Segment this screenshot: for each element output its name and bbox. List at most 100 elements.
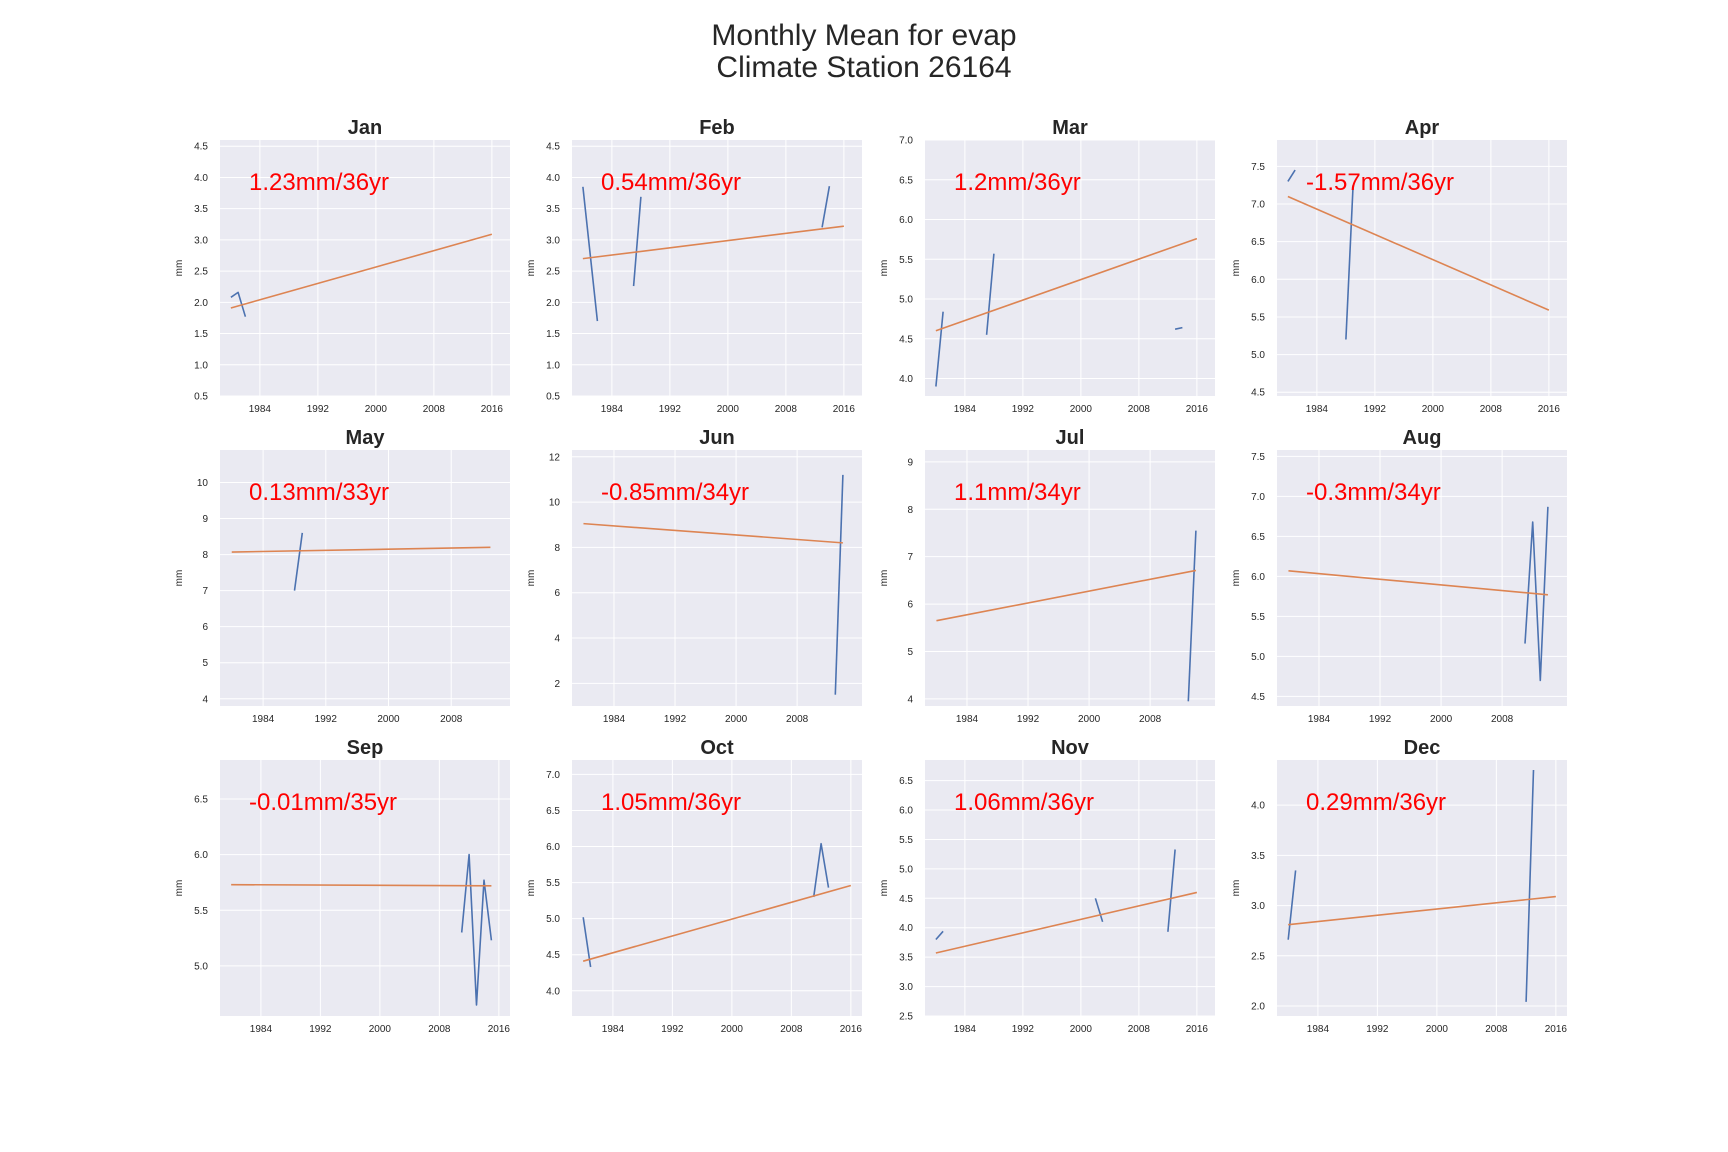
data-line-segment bbox=[821, 186, 831, 228]
x-tick-label: 2016 bbox=[1545, 1024, 1568, 1035]
subplot-title: Nov bbox=[1051, 737, 1090, 759]
y-tick-label: 4 bbox=[202, 694, 208, 705]
y-tick-label: 7 bbox=[202, 586, 208, 597]
y-tick-label: 4 bbox=[554, 634, 560, 645]
data-line-segment bbox=[582, 186, 599, 322]
x-tick-label: 2000 bbox=[1426, 1024, 1449, 1035]
data-line-segment bbox=[935, 930, 944, 941]
subplot-title: Jun bbox=[699, 427, 735, 449]
data-line-segment bbox=[1287, 870, 1297, 940]
x-tick-label: 2000 bbox=[377, 714, 400, 725]
x-tick-label: 2008 bbox=[1480, 404, 1503, 415]
subplot-oct: 1984 1992 2000 2008 2016 4.0 4.5 5.0 5.5 6.0 6.5 7.… bbox=[526, 737, 862, 1035]
subplot-apr: 1984 1992 2000 2008 2016 4.5 5.0 5.5 6.0 6.5 7.0 7.… bbox=[1231, 117, 1567, 415]
subplot-may: 1984 1992 2000 2008 4 5 6 7 8 9 10 mm May 0.13mm/33yr bbox=[174, 427, 510, 725]
subplot-jan: 1984 1992 2000 2008 2016 0.5 1.0 1.5 2.0 2.5 3.0 3.… bbox=[174, 117, 510, 415]
x-tick-label: 2000 bbox=[1070, 404, 1093, 415]
x-tick-label: 1992 bbox=[1366, 1024, 1389, 1035]
y-tick-label: 3.5 bbox=[899, 953, 913, 964]
y-axis-label: mm bbox=[879, 880, 890, 897]
y-tick-label: 10 bbox=[197, 478, 209, 489]
x-tick-label: 2016 bbox=[1186, 1024, 1209, 1035]
y-tick-label: 5.5 bbox=[1251, 612, 1265, 623]
subplot-title: May bbox=[346, 427, 386, 449]
y-tick-label: 10 bbox=[549, 498, 561, 509]
data-line-segment bbox=[1345, 185, 1354, 340]
plot-area bbox=[1277, 760, 1567, 1016]
subplot-jul: 1984 1992 2000 2008 4 5 6 7 8 9 mm Jul 1.1mm/34yr bbox=[879, 427, 1215, 725]
x-tick-label: 2000 bbox=[721, 1024, 744, 1035]
data-line-segment bbox=[293, 532, 304, 591]
y-axis-label: mm bbox=[174, 260, 185, 277]
subplot-title: Mar bbox=[1052, 117, 1088, 139]
data-line-segment bbox=[935, 311, 944, 387]
subplot-title: Aug bbox=[1403, 427, 1442, 449]
trend-annotation: 0.54mm/36yr bbox=[601, 169, 741, 196]
y-tick-label: 5.5 bbox=[194, 906, 208, 917]
plot-area bbox=[220, 450, 510, 706]
y-tick-label: 2.5 bbox=[546, 267, 560, 278]
y-tick-label: 6 bbox=[907, 600, 913, 611]
trend-line bbox=[1288, 570, 1548, 596]
data-line-segment bbox=[1524, 506, 1549, 682]
trend-line bbox=[231, 546, 491, 553]
y-tick-label: 3.5 bbox=[194, 204, 208, 215]
data-line-segment bbox=[230, 291, 247, 317]
y-tick-label: 7.0 bbox=[1251, 492, 1265, 503]
y-tick-label: 2.5 bbox=[1251, 951, 1265, 962]
y-tick-label: 8 bbox=[907, 505, 913, 516]
y-tick-label: 6.5 bbox=[899, 776, 913, 787]
x-tick-label: 2000 bbox=[1070, 1024, 1093, 1035]
y-tick-label: 6.0 bbox=[899, 215, 913, 226]
x-tick-label: 1984 bbox=[250, 1024, 273, 1035]
x-tick-label: 1992 bbox=[1369, 714, 1392, 725]
trend-line bbox=[935, 237, 1198, 332]
x-tick-label: 1984 bbox=[252, 714, 275, 725]
y-tick-label: 5.5 bbox=[546, 878, 560, 889]
y-tick-label: 4.5 bbox=[546, 950, 560, 961]
y-tick-label: 4.0 bbox=[546, 986, 560, 997]
y-tick-label: 6.0 bbox=[1251, 572, 1265, 583]
x-tick-label: 2008 bbox=[786, 714, 809, 725]
y-tick-label: 4.5 bbox=[1251, 692, 1265, 703]
x-tick-label: 1992 bbox=[309, 1024, 332, 1035]
plot-area bbox=[572, 760, 862, 1016]
y-tick-label: 4.0 bbox=[899, 923, 913, 934]
y-tick-label: 7 bbox=[907, 552, 913, 563]
y-axis-label: mm bbox=[526, 260, 537, 277]
y-tick-label: 2.0 bbox=[194, 298, 208, 309]
x-tick-label: 1984 bbox=[1306, 404, 1329, 415]
y-tick-label: 6.0 bbox=[546, 842, 560, 853]
trend-line bbox=[936, 569, 1197, 622]
y-axis-label: mm bbox=[1231, 260, 1242, 277]
x-tick-label: 2016 bbox=[833, 404, 856, 415]
trend-annotation: 1.06mm/36yr bbox=[954, 789, 1094, 816]
y-tick-label: 4.5 bbox=[1251, 388, 1265, 399]
y-axis-label: mm bbox=[174, 880, 185, 897]
y-tick-label: 3.0 bbox=[194, 235, 208, 246]
plot-area bbox=[220, 760, 510, 1016]
y-tick-label: 6 bbox=[554, 588, 560, 599]
trend-line bbox=[583, 522, 843, 544]
trend-line bbox=[1287, 195, 1550, 311]
y-tick-label: 4.5 bbox=[546, 142, 560, 153]
x-tick-label: 2008 bbox=[440, 714, 463, 725]
trend-annotation: -0.01mm/35yr bbox=[249, 789, 397, 816]
x-tick-label: 2008 bbox=[428, 1024, 451, 1035]
y-tick-label: 4.0 bbox=[194, 173, 208, 184]
x-tick-label: 1984 bbox=[1307, 1024, 1330, 1035]
x-tick-label: 1992 bbox=[315, 714, 338, 725]
y-tick-label: 5 bbox=[202, 658, 208, 669]
data-line-segment bbox=[1174, 326, 1183, 330]
y-tick-label: 3.0 bbox=[899, 982, 913, 993]
x-tick-label: 2000 bbox=[1430, 714, 1453, 725]
x-tick-label: 1984 bbox=[601, 404, 624, 415]
trend-annotation: -0.3mm/34yr bbox=[1306, 479, 1441, 506]
x-tick-label: 2008 bbox=[1128, 404, 1151, 415]
data-line-segment bbox=[834, 474, 844, 695]
trend-annotation: -1.57mm/36yr bbox=[1306, 169, 1454, 196]
plot-area bbox=[220, 140, 510, 396]
y-tick-label: 0.5 bbox=[546, 392, 560, 403]
subplot-title: Sep bbox=[347, 737, 384, 759]
trend-line bbox=[231, 883, 492, 887]
